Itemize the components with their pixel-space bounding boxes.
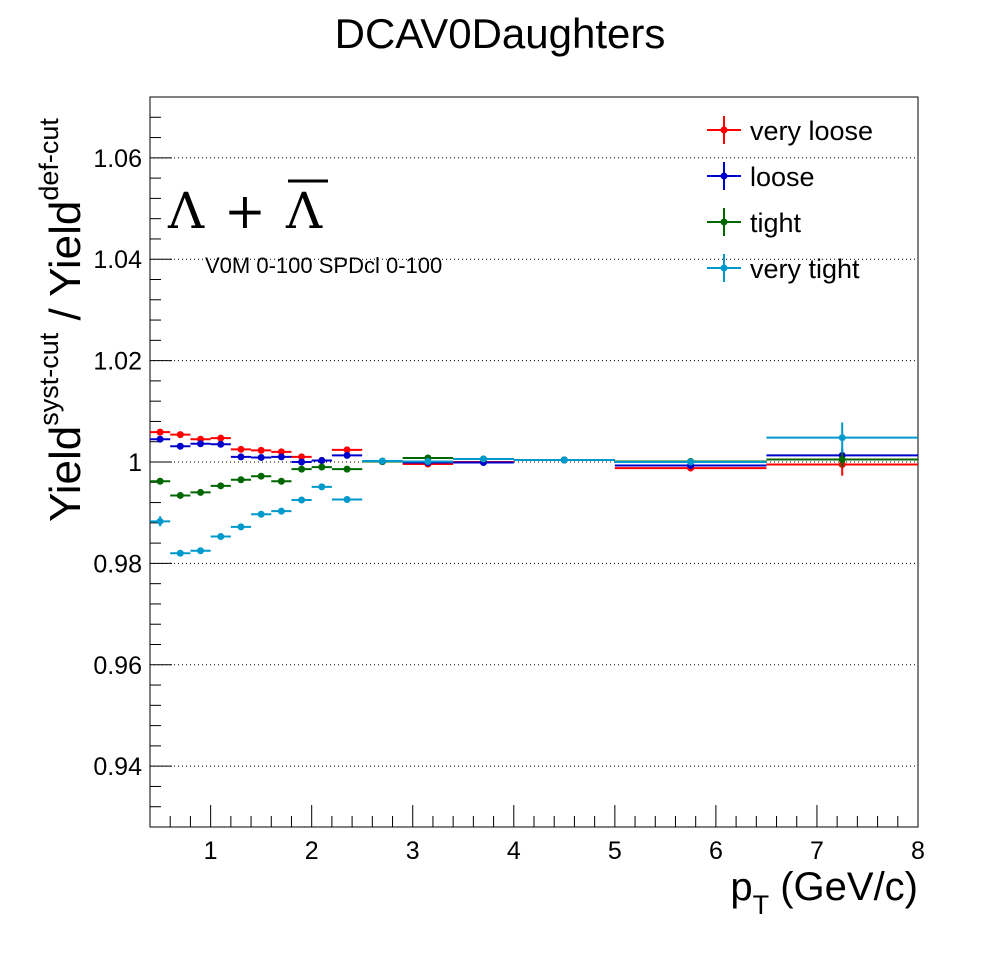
legend-label: tight: [750, 208, 802, 238]
legend-entry-tight: tight: [707, 208, 802, 238]
data-point: [197, 547, 205, 555]
y-tick-label: 1.06: [93, 145, 142, 173]
particle-plus: +: [224, 182, 266, 240]
y-axis-label: Yieldsyst-cut / Yielddef-cut: [34, 118, 90, 522]
x-tick-label: 5: [608, 837, 622, 865]
particle-antilambda: Λ: [285, 182, 323, 240]
data-point: [424, 457, 432, 465]
x-tick-label: 2: [305, 837, 319, 865]
data-point: [687, 458, 695, 466]
y-tick-label: 1.02: [93, 348, 142, 376]
legend-marker: [720, 172, 728, 180]
y-tick-label: 0.94: [93, 753, 142, 781]
data-point: [176, 549, 184, 557]
centrality-annotation: V0M 0-100 SPDcl 0-100: [205, 253, 442, 278]
x-tick-label: 4: [507, 837, 521, 865]
legend: very loose loose tight very tight: [707, 116, 873, 284]
x-axis-label: pT (GeV/c): [730, 865, 918, 920]
grid: [150, 157, 918, 767]
legend-label: very loose: [750, 116, 873, 146]
data-point: [378, 457, 386, 465]
data-point: [277, 477, 285, 485]
y-tick-label: 0.98: [93, 550, 142, 578]
data-point: [277, 453, 285, 461]
data-point: [257, 510, 265, 518]
y-tick-label: 0.96: [93, 652, 142, 680]
data-point: [298, 465, 306, 473]
y-tick-label: 1: [128, 449, 142, 477]
x-tick-label: 1: [204, 837, 218, 865]
data-point: [257, 472, 265, 480]
data-point: [257, 453, 265, 461]
data-point: [298, 458, 306, 466]
y-label-sup-b: def-cut: [34, 118, 64, 201]
data-point: [277, 507, 285, 515]
x-label-p: p: [730, 865, 752, 909]
particle-lambda: Λ: [167, 182, 205, 240]
data-point: [237, 453, 245, 461]
data-point: [343, 451, 351, 459]
y-label-yield-a: Yield: [41, 426, 90, 522]
x-label-units: (GeV/c): [769, 865, 918, 909]
data-point: [217, 533, 225, 541]
x-tick-label: 6: [709, 837, 723, 865]
data-point: [298, 496, 306, 504]
data-point: [257, 446, 265, 454]
data-point: [298, 453, 306, 461]
data-point: [156, 435, 164, 443]
data-point: [343, 496, 351, 504]
legend-marker: [720, 218, 728, 226]
x-tick-label: 7: [810, 837, 824, 865]
data-point: [343, 446, 351, 454]
data-point: [479, 455, 487, 463]
data-point: [176, 442, 184, 450]
data-point: [237, 445, 245, 453]
data-point: [318, 456, 326, 464]
legend-entry-loose: loose: [707, 162, 815, 192]
x-tick-label: 3: [406, 837, 420, 865]
x-tick-label: 8: [911, 837, 925, 865]
y-tick-label: 1.04: [93, 246, 142, 274]
data-point: [156, 428, 164, 436]
data-point: [176, 431, 184, 439]
chart-title: DCAV0Daughters: [335, 10, 666, 57]
data-point: [217, 440, 225, 448]
axis-ticks: [149, 96, 919, 828]
data-point: [838, 434, 846, 442]
data-point: [156, 517, 164, 525]
legend-marker: [720, 126, 728, 134]
axis-tick-labels: 0.94 0.96 0.98 1 1.02 1.04 1.06 1 2 3 4 5 6 7 8: [93, 145, 925, 865]
legend-entry-very-tight: very tight: [707, 254, 860, 284]
data-point: [237, 476, 245, 484]
data-point: [838, 455, 846, 463]
data-point: [318, 463, 326, 471]
data-point: [560, 456, 568, 464]
data-point: [176, 491, 184, 499]
data-point: [237, 523, 245, 531]
legend-label: loose: [750, 162, 815, 192]
legend-entry-very-loose: very loose: [707, 116, 873, 146]
series-very-tight: [150, 422, 918, 557]
y-label-sup-a: syst-cut: [34, 332, 64, 426]
data-point: [217, 482, 225, 490]
data-point: [217, 434, 225, 442]
legend-marker: [720, 264, 728, 272]
data-point: [197, 440, 205, 448]
x-label-sub: T: [753, 890, 770, 920]
y-label-yield-b: / Yield: [41, 201, 90, 333]
data-point: [277, 448, 285, 456]
data-series: [150, 422, 918, 557]
data-point: [343, 465, 351, 473]
particle-label: Λ + Λ: [167, 179, 328, 240]
data-point: [197, 488, 205, 496]
data-point: [318, 483, 326, 491]
legend-label: very tight: [750, 254, 860, 284]
data-point: [156, 477, 164, 485]
